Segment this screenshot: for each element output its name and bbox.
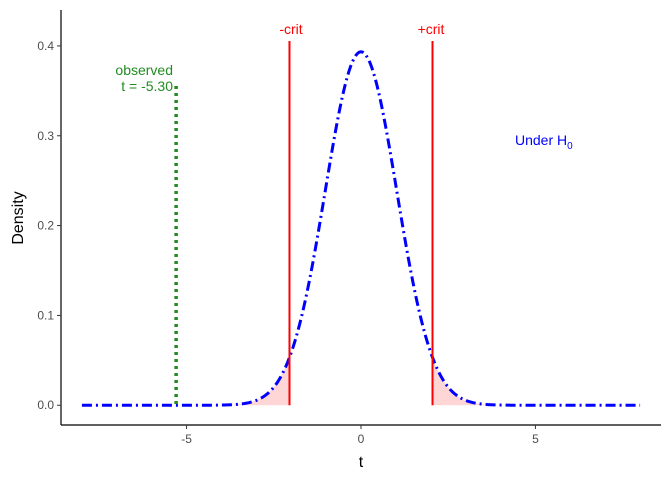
rejection-region-lower bbox=[81, 357, 290, 406]
y-tick-label: 0.0 bbox=[37, 398, 54, 412]
x-tick-label: -5 bbox=[181, 432, 192, 446]
y-tick-label: 0.3 bbox=[37, 129, 54, 143]
reference-lines bbox=[174, 41, 434, 406]
under-h0-subscript: 0 bbox=[567, 141, 573, 152]
observed-label-line1: observed bbox=[115, 62, 173, 78]
y-tick-label: 0.2 bbox=[37, 219, 54, 233]
y-tick-label: 0.4 bbox=[37, 39, 54, 53]
rejection-region-upper bbox=[432, 357, 641, 406]
under-h0-annotation: Under H0 bbox=[515, 132, 573, 152]
density-curve-layer bbox=[81, 50, 641, 407]
x-axis-title: t bbox=[359, 454, 364, 471]
axes: -5 0 5 0.0 0.1 0.2 0.3 0.4 bbox=[37, 10, 661, 446]
x-tick-label: 0 bbox=[358, 432, 365, 446]
crit-lower-label: -crit bbox=[279, 21, 302, 37]
density-curve bbox=[81, 50, 641, 407]
x-tick-label: 5 bbox=[532, 432, 539, 446]
rejection-regions bbox=[81, 357, 641, 406]
under-h0-text: Under H bbox=[515, 132, 567, 148]
annotations: -crit +crit observed t = -5.30 Under H0 … bbox=[10, 21, 573, 471]
y-tick-label: 0.1 bbox=[37, 308, 54, 322]
observed-label-line2: t = -5.30 bbox=[121, 78, 173, 94]
y-axis-title: Density bbox=[10, 191, 27, 244]
crit-upper-label: +crit bbox=[418, 21, 445, 37]
